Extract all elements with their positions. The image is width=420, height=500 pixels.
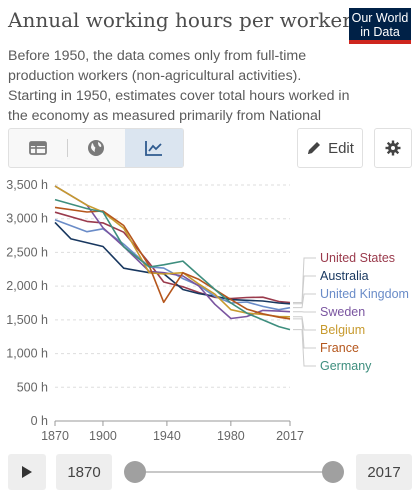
start-year-label: 1870 [56, 454, 112, 490]
series-line-france [54, 206, 291, 320]
legend-connector [293, 316, 316, 331]
legend-connector [293, 257, 316, 304]
settings-button[interactable] [374, 128, 412, 168]
chart-title: Annual working hours per worker [8, 8, 352, 32]
y-tick-label: 0 h [31, 414, 48, 428]
logo-line-2: in Data [360, 25, 400, 39]
legend-label-united-states: United States [320, 251, 395, 265]
tab-map[interactable] [67, 129, 125, 167]
end-year-label: 2017 [356, 454, 412, 490]
series-line-belgium [54, 185, 291, 318]
owid-logo[interactable]: Our World in Data [349, 8, 411, 44]
y-tick-label: 500 h [17, 380, 48, 394]
series-line-germany [54, 198, 291, 331]
y-tick-label: 2,500 h [6, 245, 48, 259]
start-year-handle[interactable] [124, 461, 146, 483]
tab-chart[interactable] [125, 129, 183, 167]
x-tick-label: 1900 [89, 429, 117, 443]
x-tick-label: 1980 [217, 429, 245, 443]
table-icon [29, 141, 47, 155]
edit-label: Edit [328, 139, 354, 157]
tab-table[interactable] [9, 129, 67, 167]
legend-label-germany: Germany [320, 359, 372, 373]
series-line-united-states [54, 211, 291, 304]
globe-icon [88, 140, 104, 156]
legend-label-belgium: Belgium [320, 323, 365, 337]
y-tick-label: 3,000 h [6, 212, 48, 226]
x-tick-label: 2017 [276, 429, 304, 443]
legend-connector [293, 318, 316, 349]
play-icon [22, 466, 32, 478]
play-button[interactable] [8, 454, 46, 490]
legend-connector [293, 293, 316, 309]
series-line-australia [54, 221, 291, 305]
edit-button[interactable]: Edit [297, 128, 363, 168]
end-year-handle[interactable] [322, 461, 344, 483]
view-tabs [8, 128, 184, 168]
series-line-sweden [54, 185, 291, 320]
legend-label-australia: Australia [320, 269, 369, 283]
y-tick-label: 2,000 h [6, 279, 48, 293]
timeline-slider-track[interactable] [134, 471, 334, 473]
legend-label-sweden: Sweden [320, 305, 365, 319]
y-tick-label: 3,500 h [6, 178, 48, 192]
logo-line-1: Our World [351, 11, 409, 25]
gear-icon [385, 140, 401, 156]
legend-label-united-kingdom: United Kingdom [320, 287, 409, 301]
line-chart-icon [145, 141, 162, 156]
legend-connector [293, 275, 316, 305]
legend-connector [293, 329, 316, 367]
y-tick-label: 1,000 h [6, 347, 48, 361]
series-line-united-kingdom [54, 219, 291, 311]
legend-label-france: France [320, 341, 359, 355]
x-tick-label: 1870 [41, 429, 69, 443]
y-tick-label: 1,500 h [6, 313, 48, 327]
x-tick-label: 1940 [153, 429, 181, 443]
pencil-icon [308, 142, 321, 154]
